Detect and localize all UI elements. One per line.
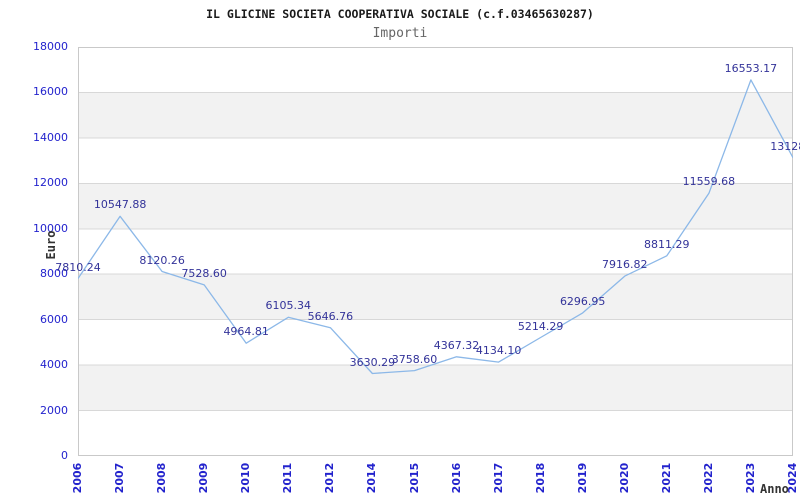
y-tick-label: 18000 (33, 40, 68, 53)
data-point-label: 10547.88 (93, 198, 147, 212)
data-point-label: 5214.29 (517, 319, 564, 333)
y-tick-label: 10000 (33, 221, 68, 235)
data-point-label: 8811.29 (644, 237, 690, 251)
plot-border (78, 47, 793, 456)
y-tick-label: 12000 (33, 176, 68, 190)
y-tick-label: 14000 (33, 130, 68, 144)
data-point-label: 16553.17 (724, 61, 778, 75)
data-point-label: 11559.68 (682, 175, 736, 189)
plot-band (78, 274, 793, 320)
y-tick-label: 0 (61, 449, 68, 462)
y-tick-label: 6000 (40, 312, 68, 326)
data-point-label: 13128.1 (770, 139, 800, 153)
y-tick-label: 2000 (40, 403, 68, 417)
data-point-label: 6296.95 (559, 294, 606, 308)
data-point-label: 8120.26 (139, 253, 185, 267)
data-point-label: 6105.34 (265, 299, 312, 313)
data-point-label: 5646.76 (307, 309, 354, 323)
data-point-label: 7810.24 (55, 260, 101, 274)
data-point-label: 3758.60 (391, 352, 438, 366)
data-point-label: 7528.60 (181, 266, 227, 280)
x-axis-title: Anno (760, 482, 789, 496)
chart-subtitle: Importi (372, 26, 428, 41)
data-point-label: 4134.10 (475, 344, 522, 358)
data-point-label: 7916.82 (602, 258, 648, 272)
data-point-label: 4367.32 (433, 338, 480, 352)
y-tick-label: 4000 (40, 358, 68, 372)
data-line (77, 79, 794, 375)
plot-area (77, 47, 794, 456)
line-chart-svg (77, 47, 794, 456)
plot-band (78, 183, 793, 229)
data-point-label: 4964.81 (223, 325, 269, 339)
y-tick-label: 8000 (40, 267, 68, 281)
y-tick-label: 16000 (33, 85, 68, 99)
plot-band (78, 365, 793, 411)
plot-band (78, 92, 793, 138)
chart-title: IL GLICINE SOCIETA COOPERATIVA SOCIALE (… (206, 7, 594, 21)
data-point-label: 3630.29 (349, 355, 396, 369)
